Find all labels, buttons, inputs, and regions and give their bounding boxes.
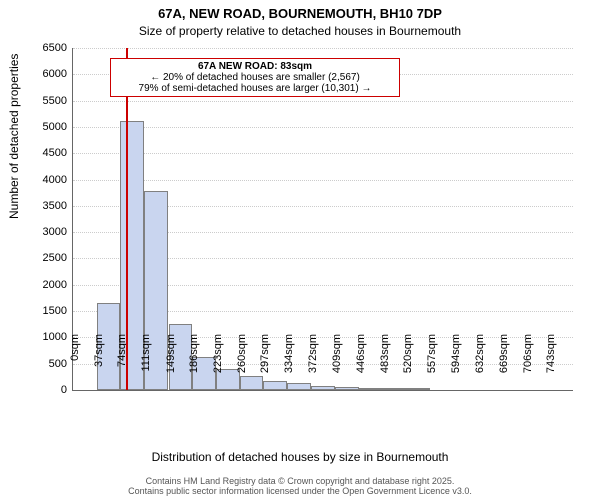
x-axis-title: Distribution of detached houses by size … [0, 450, 600, 464]
x-tick-label: 557sqm [426, 334, 438, 394]
x-tick-label: 446sqm [355, 334, 367, 394]
gridline [73, 101, 573, 102]
chart-subtitle: Size of property relative to detached ho… [0, 24, 600, 38]
chart-title: 67A, NEW ROAD, BOURNEMOUTH, BH10 7DP [0, 6, 600, 21]
annotation-box: 67A NEW ROAD: 83sqm← 20% of detached hou… [110, 58, 400, 97]
x-tick-label: 37sqm [93, 334, 105, 394]
footer-line-1: Contains HM Land Registry data © Crown c… [0, 476, 600, 486]
plot-area: 0500100015002000250030003500400045005000… [72, 48, 573, 391]
y-tick-label: 1500 [43, 305, 73, 317]
y-tick-label: 3000 [43, 226, 73, 238]
x-tick-label: 594sqm [450, 334, 462, 394]
x-tick-label: 520sqm [402, 334, 414, 394]
x-tick-label: 743sqm [545, 334, 557, 394]
property-marker-line [126, 48, 128, 390]
x-tick-label: 186sqm [188, 334, 200, 394]
x-tick-label: 706sqm [522, 334, 534, 394]
x-tick-label: 632sqm [474, 334, 486, 394]
chart-footer: Contains HM Land Registry data © Crown c… [0, 476, 600, 496]
y-tick-label: 2500 [43, 252, 73, 264]
x-tick-label: 111sqm [140, 334, 152, 394]
footer-line-2: Contains public sector information licen… [0, 486, 600, 496]
y-axis-title: Number of detached properties [7, 54, 21, 219]
gridline [73, 127, 573, 128]
annotation-line-3: 79% of semi-detached houses are larger (… [117, 83, 393, 94]
x-tick-label: 297sqm [259, 334, 271, 394]
annotation-line-2: ← 20% of detached houses are smaller (2,… [117, 72, 393, 83]
chart-container: { "title_main": "67A, NEW ROAD, BOURNEMO… [0, 0, 600, 500]
x-tick-label: 334sqm [283, 334, 295, 394]
y-tick-label: 5000 [43, 121, 73, 133]
x-tick-label: 223sqm [212, 334, 224, 394]
y-tick-label: 6500 [43, 42, 73, 54]
y-tick-label: 6000 [43, 68, 73, 80]
y-tick-label: 4500 [43, 147, 73, 159]
x-tick-label: 483sqm [379, 334, 391, 394]
x-tick-label: 149sqm [165, 334, 177, 394]
x-tick-label: 669sqm [498, 334, 510, 394]
x-tick-label: 260sqm [236, 334, 248, 394]
y-tick-label: 4000 [43, 174, 73, 186]
x-tick-label: 409sqm [331, 334, 343, 394]
gridline [73, 153, 573, 154]
x-tick-label: 0sqm [69, 334, 81, 394]
annotation-line-1: 67A NEW ROAD: 83sqm [117, 61, 393, 72]
y-tick-label: 5500 [43, 95, 73, 107]
y-tick-label: 3500 [43, 200, 73, 212]
gridline [73, 180, 573, 181]
x-tick-label: 372sqm [307, 334, 319, 394]
y-tick-label: 2000 [43, 279, 73, 291]
gridline [73, 48, 573, 49]
